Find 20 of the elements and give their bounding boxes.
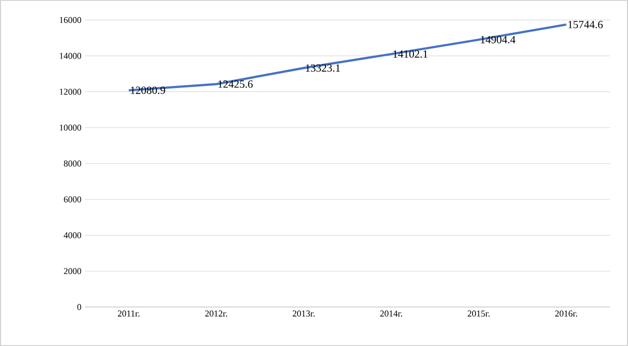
data-label: 14904.4 <box>480 36 516 44</box>
y-tick-label: 2000 <box>64 268 82 274</box>
x-tick-label: 2013г. <box>292 310 315 317</box>
y-tick-label: 14000 <box>60 52 82 59</box>
data-label: 14102.1 <box>393 50 428 58</box>
x-tick-label: 2016г. <box>555 310 578 317</box>
x-tick-label: 2012г. <box>205 310 228 317</box>
y-tick-label: 16000 <box>60 16 82 24</box>
x-tick-label: 2014г. <box>380 310 402 317</box>
data-label: 15744.6 <box>568 20 603 28</box>
data-label: 13323.1 <box>306 64 340 72</box>
x-tick-label: 2015г. <box>468 310 490 317</box>
y-tick-label: 6000 <box>64 196 82 202</box>
x-tick-label: 2011г. <box>118 310 140 317</box>
y-tick-label: 4000 <box>64 232 82 238</box>
y-tick-label: 12000 <box>60 88 82 95</box>
y-tick-label: 10000 <box>60 124 82 131</box>
y-tick-label: 8000 <box>64 160 82 167</box>
data-label: 12425.6 <box>218 80 253 88</box>
y-tick-label: 0 <box>77 304 82 310</box>
